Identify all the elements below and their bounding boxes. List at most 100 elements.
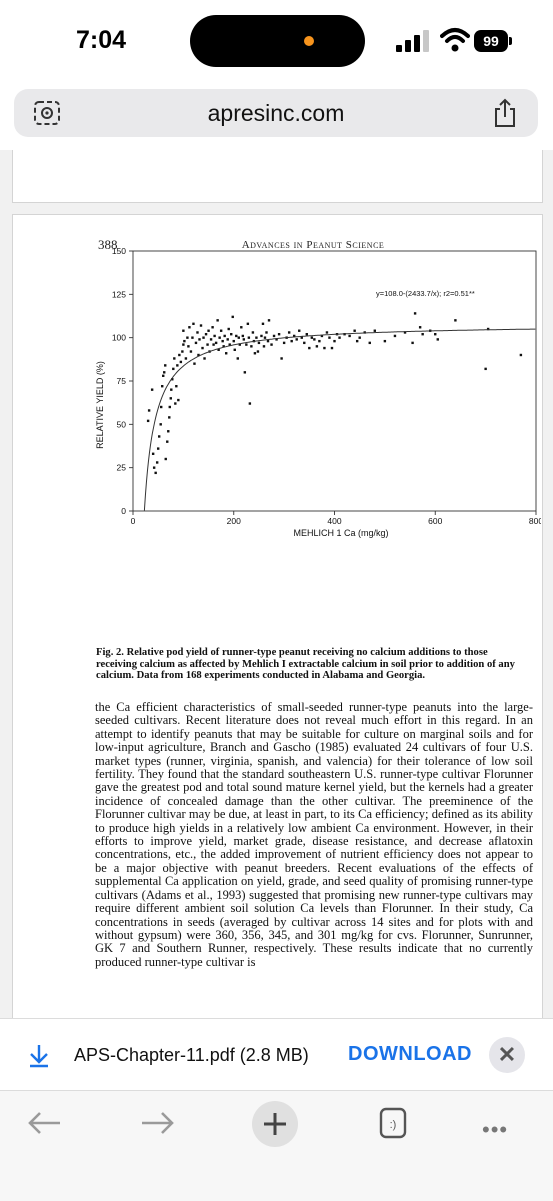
data-point (217, 348, 220, 351)
data-point (179, 360, 183, 364)
data-point (212, 343, 215, 346)
data-point (250, 345, 253, 348)
data-point (146, 419, 150, 423)
data-point (403, 331, 407, 334)
scatter-chart: 0 25 50 75 100 125 150 0 200 400 600 800 y=108.0-(2… (95, 246, 541, 538)
data-point (203, 357, 206, 360)
page-number: 388 (98, 237, 118, 252)
data-point (147, 409, 151, 412)
data-point (237, 336, 240, 339)
data-point (174, 402, 177, 405)
data-point (454, 319, 457, 322)
data-point (150, 388, 154, 391)
data-point (171, 378, 174, 381)
data-point (176, 364, 179, 367)
data-point (519, 353, 523, 357)
download-button[interactable]: DOWNLOAD (348, 1043, 472, 1065)
pdf-viewer[interactable]: 388 Advances in Peanut Science 0 25 50 75 10… (0, 150, 553, 1018)
data-point (265, 331, 268, 334)
data-point (272, 334, 276, 338)
wifi-icon (440, 28, 470, 52)
data-point (270, 343, 273, 346)
data-point (162, 374, 165, 377)
data-point (282, 341, 286, 345)
data-point (434, 333, 437, 336)
data-point (182, 329, 185, 332)
x-tick-label: 800 (529, 516, 541, 526)
data-point (222, 345, 225, 348)
data-point (243, 371, 247, 374)
data-point (184, 357, 188, 360)
data-point (160, 405, 163, 409)
data-point (241, 334, 245, 338)
data-point (175, 385, 178, 388)
data-point (298, 329, 301, 332)
y-tick-label: 0 (121, 506, 126, 516)
pdf-page: 388 Advances in Peanut Science 0 25 50 75 10… (12, 214, 543, 1018)
data-point (232, 339, 235, 343)
data-point (207, 329, 210, 332)
data-point (228, 343, 231, 346)
data-point (393, 334, 397, 338)
data-point (257, 341, 261, 345)
data-point (159, 423, 162, 426)
data-point (353, 329, 356, 332)
data-point (189, 350, 193, 353)
data-point (275, 338, 278, 341)
data-point (168, 405, 171, 409)
fit-curve (143, 328, 536, 511)
data-point (163, 371, 166, 374)
download-arrow-icon (30, 1045, 48, 1068)
data-point (155, 461, 159, 464)
data-point (197, 353, 200, 357)
y-tick-label: 125 (112, 289, 126, 299)
browser-toolbar: :) ••• (0, 1090, 553, 1201)
data-point (224, 352, 228, 355)
data-point (168, 416, 171, 419)
address-bar[interactable]: apresinc.com (14, 89, 538, 137)
data-point (206, 343, 209, 346)
close-icon[interactable]: ✕ (489, 1037, 525, 1073)
data-point (236, 357, 239, 360)
data-point (266, 339, 270, 343)
data-point (245, 343, 248, 346)
y-tick-label: 150 (112, 246, 126, 256)
data-point (242, 338, 246, 341)
data-point (263, 336, 267, 339)
data-point (295, 338, 298, 341)
data-point (421, 333, 424, 336)
more-options-icon[interactable]: ••• (482, 1117, 509, 1142)
data-point (251, 331, 255, 334)
share-icon[interactable] (490, 98, 520, 128)
download-filename: APS-Chapter-11.pdf (2.8 MB) (74, 1045, 309, 1065)
new-tab-button[interactable] (252, 1101, 298, 1147)
data-point (219, 329, 223, 332)
data-point (348, 334, 351, 338)
data-point (157, 435, 161, 438)
back-arrow-icon[interactable] (26, 1108, 62, 1138)
data-point (320, 334, 324, 338)
data-point (325, 331, 329, 334)
forward-arrow-icon[interactable] (140, 1108, 176, 1138)
data-point (355, 339, 359, 343)
clock: 7:04 (76, 26, 127, 54)
url-text[interactable]: apresinc.com (207, 100, 345, 126)
data-point (193, 362, 196, 365)
status-bar: 7:04 99 (0, 0, 553, 80)
data-point (170, 388, 173, 391)
data-point (330, 346, 334, 350)
data-point (338, 336, 341, 339)
y-tick-label: 75 (117, 376, 127, 386)
data-point (255, 336, 258, 339)
data-point (154, 471, 157, 475)
data-point (178, 353, 181, 357)
data-point (226, 338, 229, 341)
data-point (318, 339, 321, 343)
tabs-icon[interactable]: :) (378, 1106, 408, 1140)
data-point (231, 315, 234, 319)
y-axis-label: RELATIVE YIELD (%) (95, 361, 105, 449)
page-settings-icon[interactable] (32, 99, 62, 127)
data-point (323, 346, 326, 350)
y-tick-label: 25 (117, 463, 127, 473)
previous-page (12, 150, 543, 203)
